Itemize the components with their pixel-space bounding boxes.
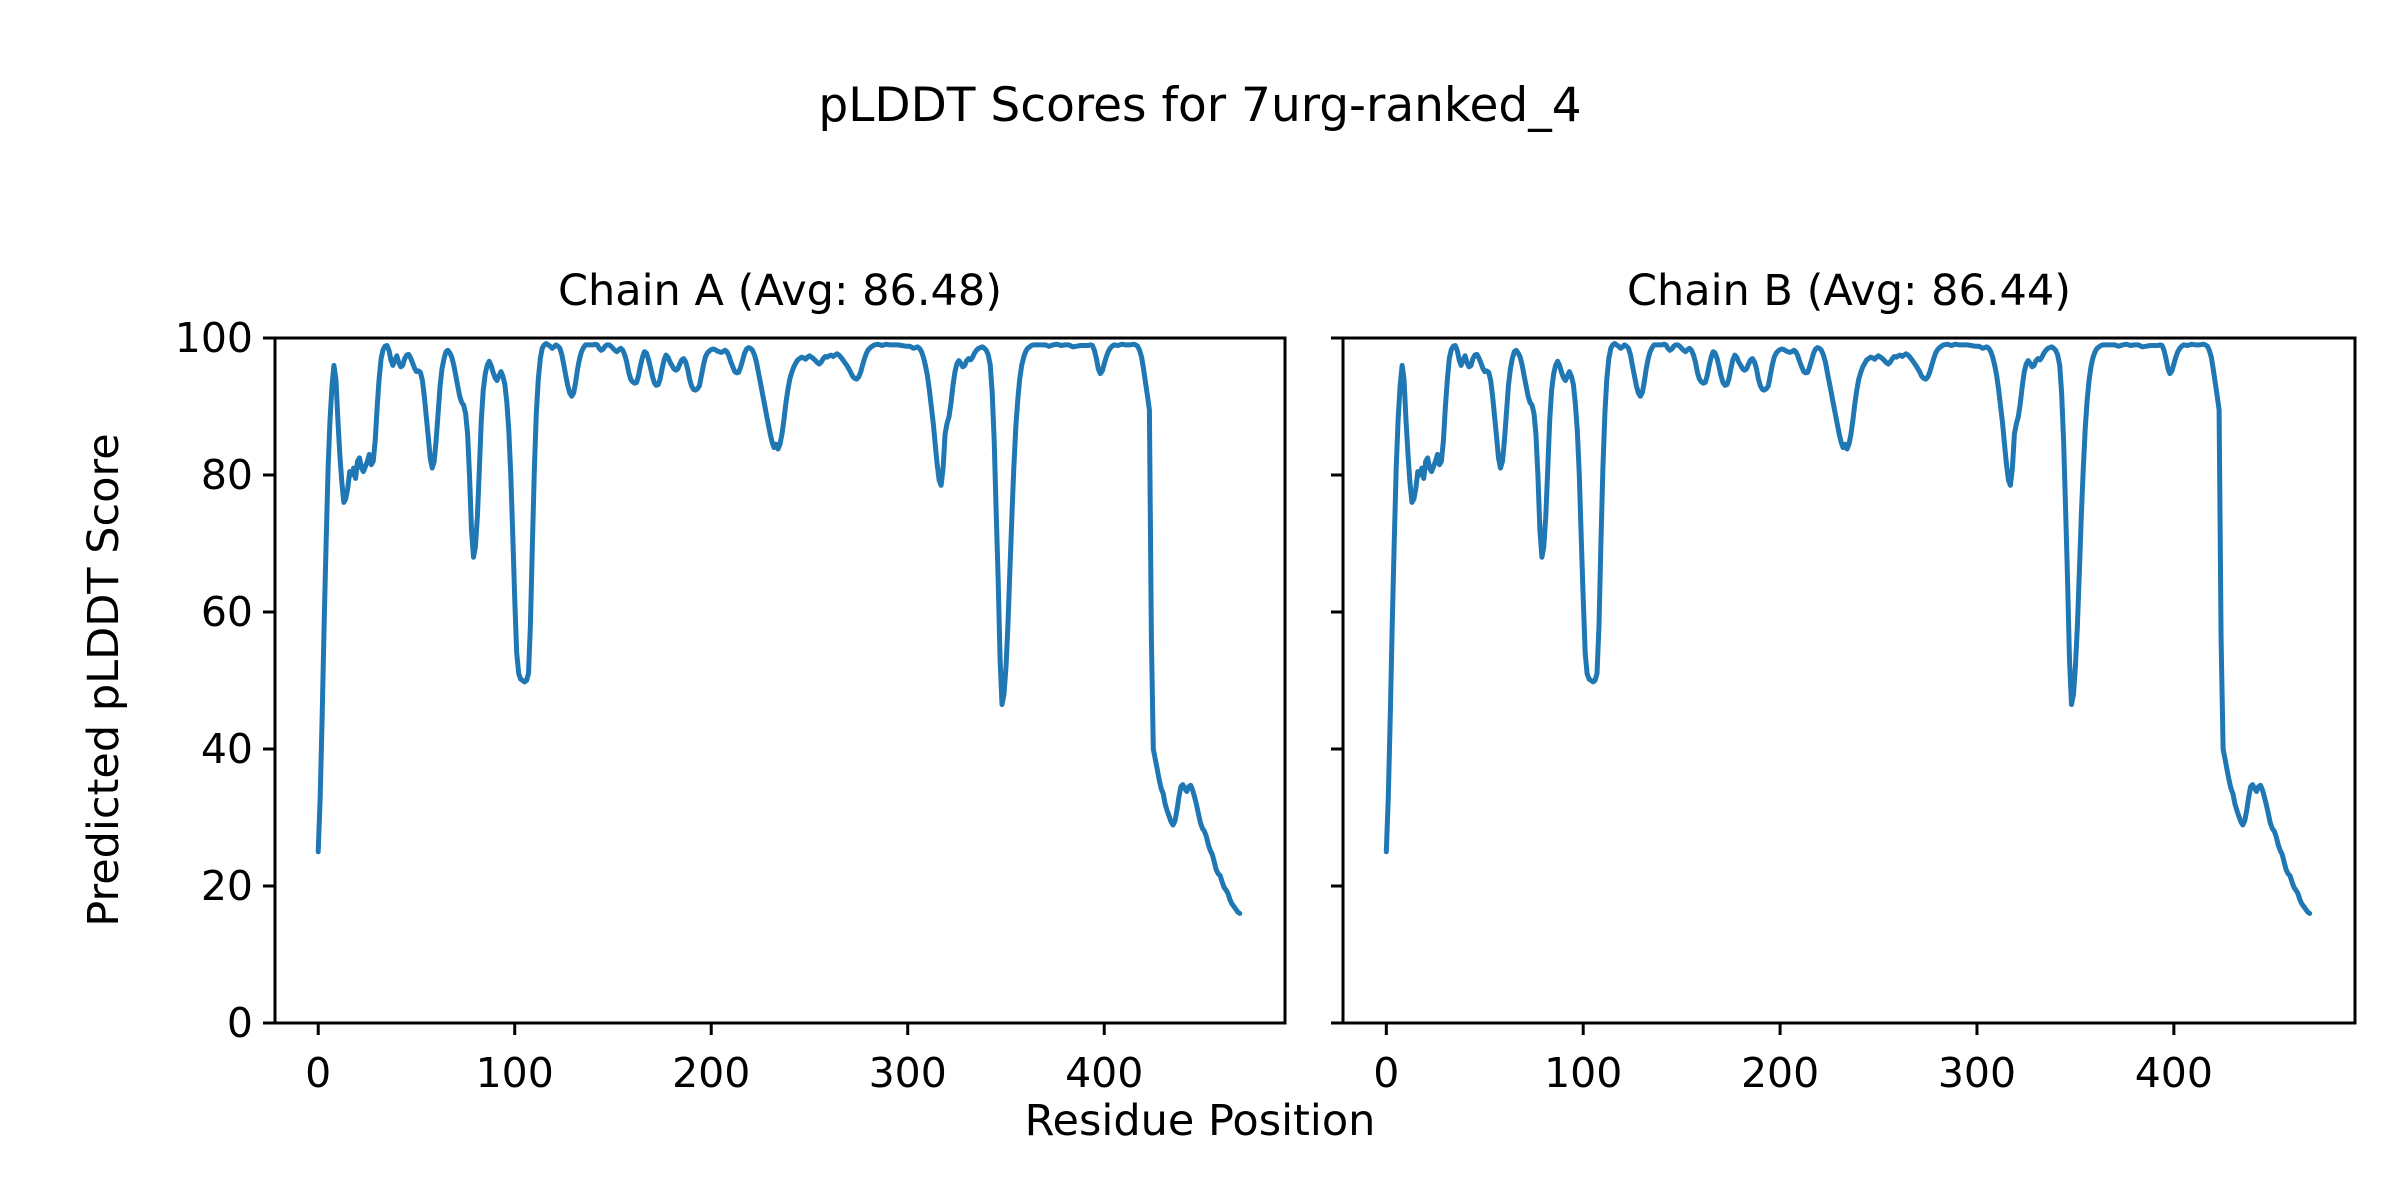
subplot-title-chain-b: Chain B (Avg: 86.44) [1626,266,2072,316]
axes-frame-chain-b [1341,336,2357,1025]
x-tick-label: 300 [869,1049,947,1097]
plddt-line-chain-a [315,341,1243,916]
x-tick-label: 400 [2135,1049,2213,1097]
x-axis-label: Residue Position [1024,1096,1376,1146]
axes-frame-chain-a [273,336,1287,1025]
y-tick-label: 40 [201,725,253,773]
figure-title: pLDDT Scores for 7urg-ranked_4 [818,78,1582,133]
x-tick-label: 0 [1373,1049,1399,1097]
x-tick-label: 200 [672,1049,750,1097]
y-tick-label: 100 [175,314,253,362]
y-tick-label: 80 [201,451,253,499]
y-tick-label: 60 [201,588,253,636]
axes-chain-b: 0 100 200 300 400 [1331,336,2357,1097]
subplot-title-chain-a: Chain A (Avg: 86.48) [557,266,1003,316]
x-tick-label: 100 [1544,1049,1622,1097]
x-tick-label: 100 [476,1049,554,1097]
y-tick-label: 20 [201,862,253,910]
x-tick-label: 300 [1938,1049,2016,1097]
y-tick-label: 0 [227,999,253,1047]
x-tick-label: 0 [305,1049,331,1097]
x-tick-label: 400 [1065,1049,1143,1097]
axes-chain-a: 0 100 200 300 400 0 20 40 60 80 100 [175,314,1287,1097]
x-tick-label: 200 [1741,1049,1819,1097]
plddt-line-chain-b [1383,341,2313,916]
